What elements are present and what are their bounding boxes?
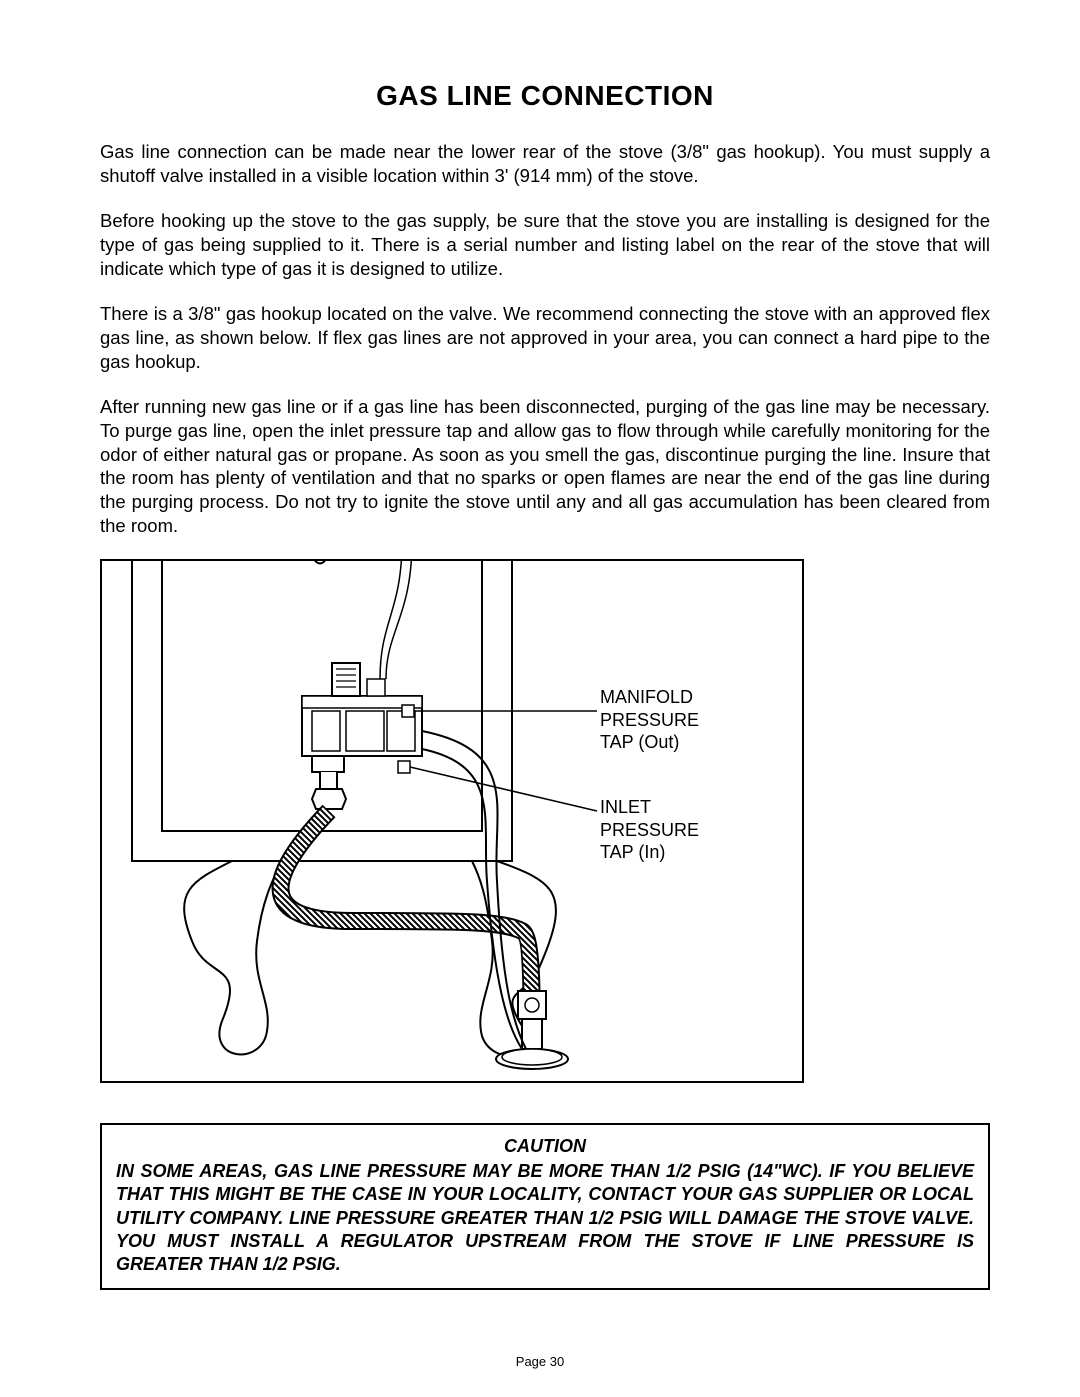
label-inlet-pressure: INLET PRESSURE TAP (In) xyxy=(600,796,699,864)
caution-box: CAUTION IN SOME AREAS, GAS LINE PRESSURE… xyxy=(100,1123,990,1289)
gas-line-figure: MANIFOLD PRESSURE TAP (Out) INLET PRESSU… xyxy=(100,559,804,1083)
page-number: Page 30 xyxy=(0,1354,1080,1369)
body-paragraph: Before hooking up the stove to the gas s… xyxy=(100,209,990,280)
document-page: GAS LINE CONNECTION Gas line connection … xyxy=(0,0,1080,1397)
label-manifold-pressure: MANIFOLD PRESSURE TAP (Out) xyxy=(600,686,699,754)
body-paragraph: Gas line connection can be made near the… xyxy=(100,140,990,187)
page-title: GAS LINE CONNECTION xyxy=(100,80,990,112)
body-paragraph: After running new gas line or if a gas l… xyxy=(100,395,990,537)
caution-text: IN SOME AREAS, GAS LINE PRESSURE MAY BE … xyxy=(116,1160,974,1275)
caution-title: CAUTION xyxy=(116,1135,974,1158)
body-paragraph: There is a 3/8" gas hookup located on th… xyxy=(100,302,990,373)
